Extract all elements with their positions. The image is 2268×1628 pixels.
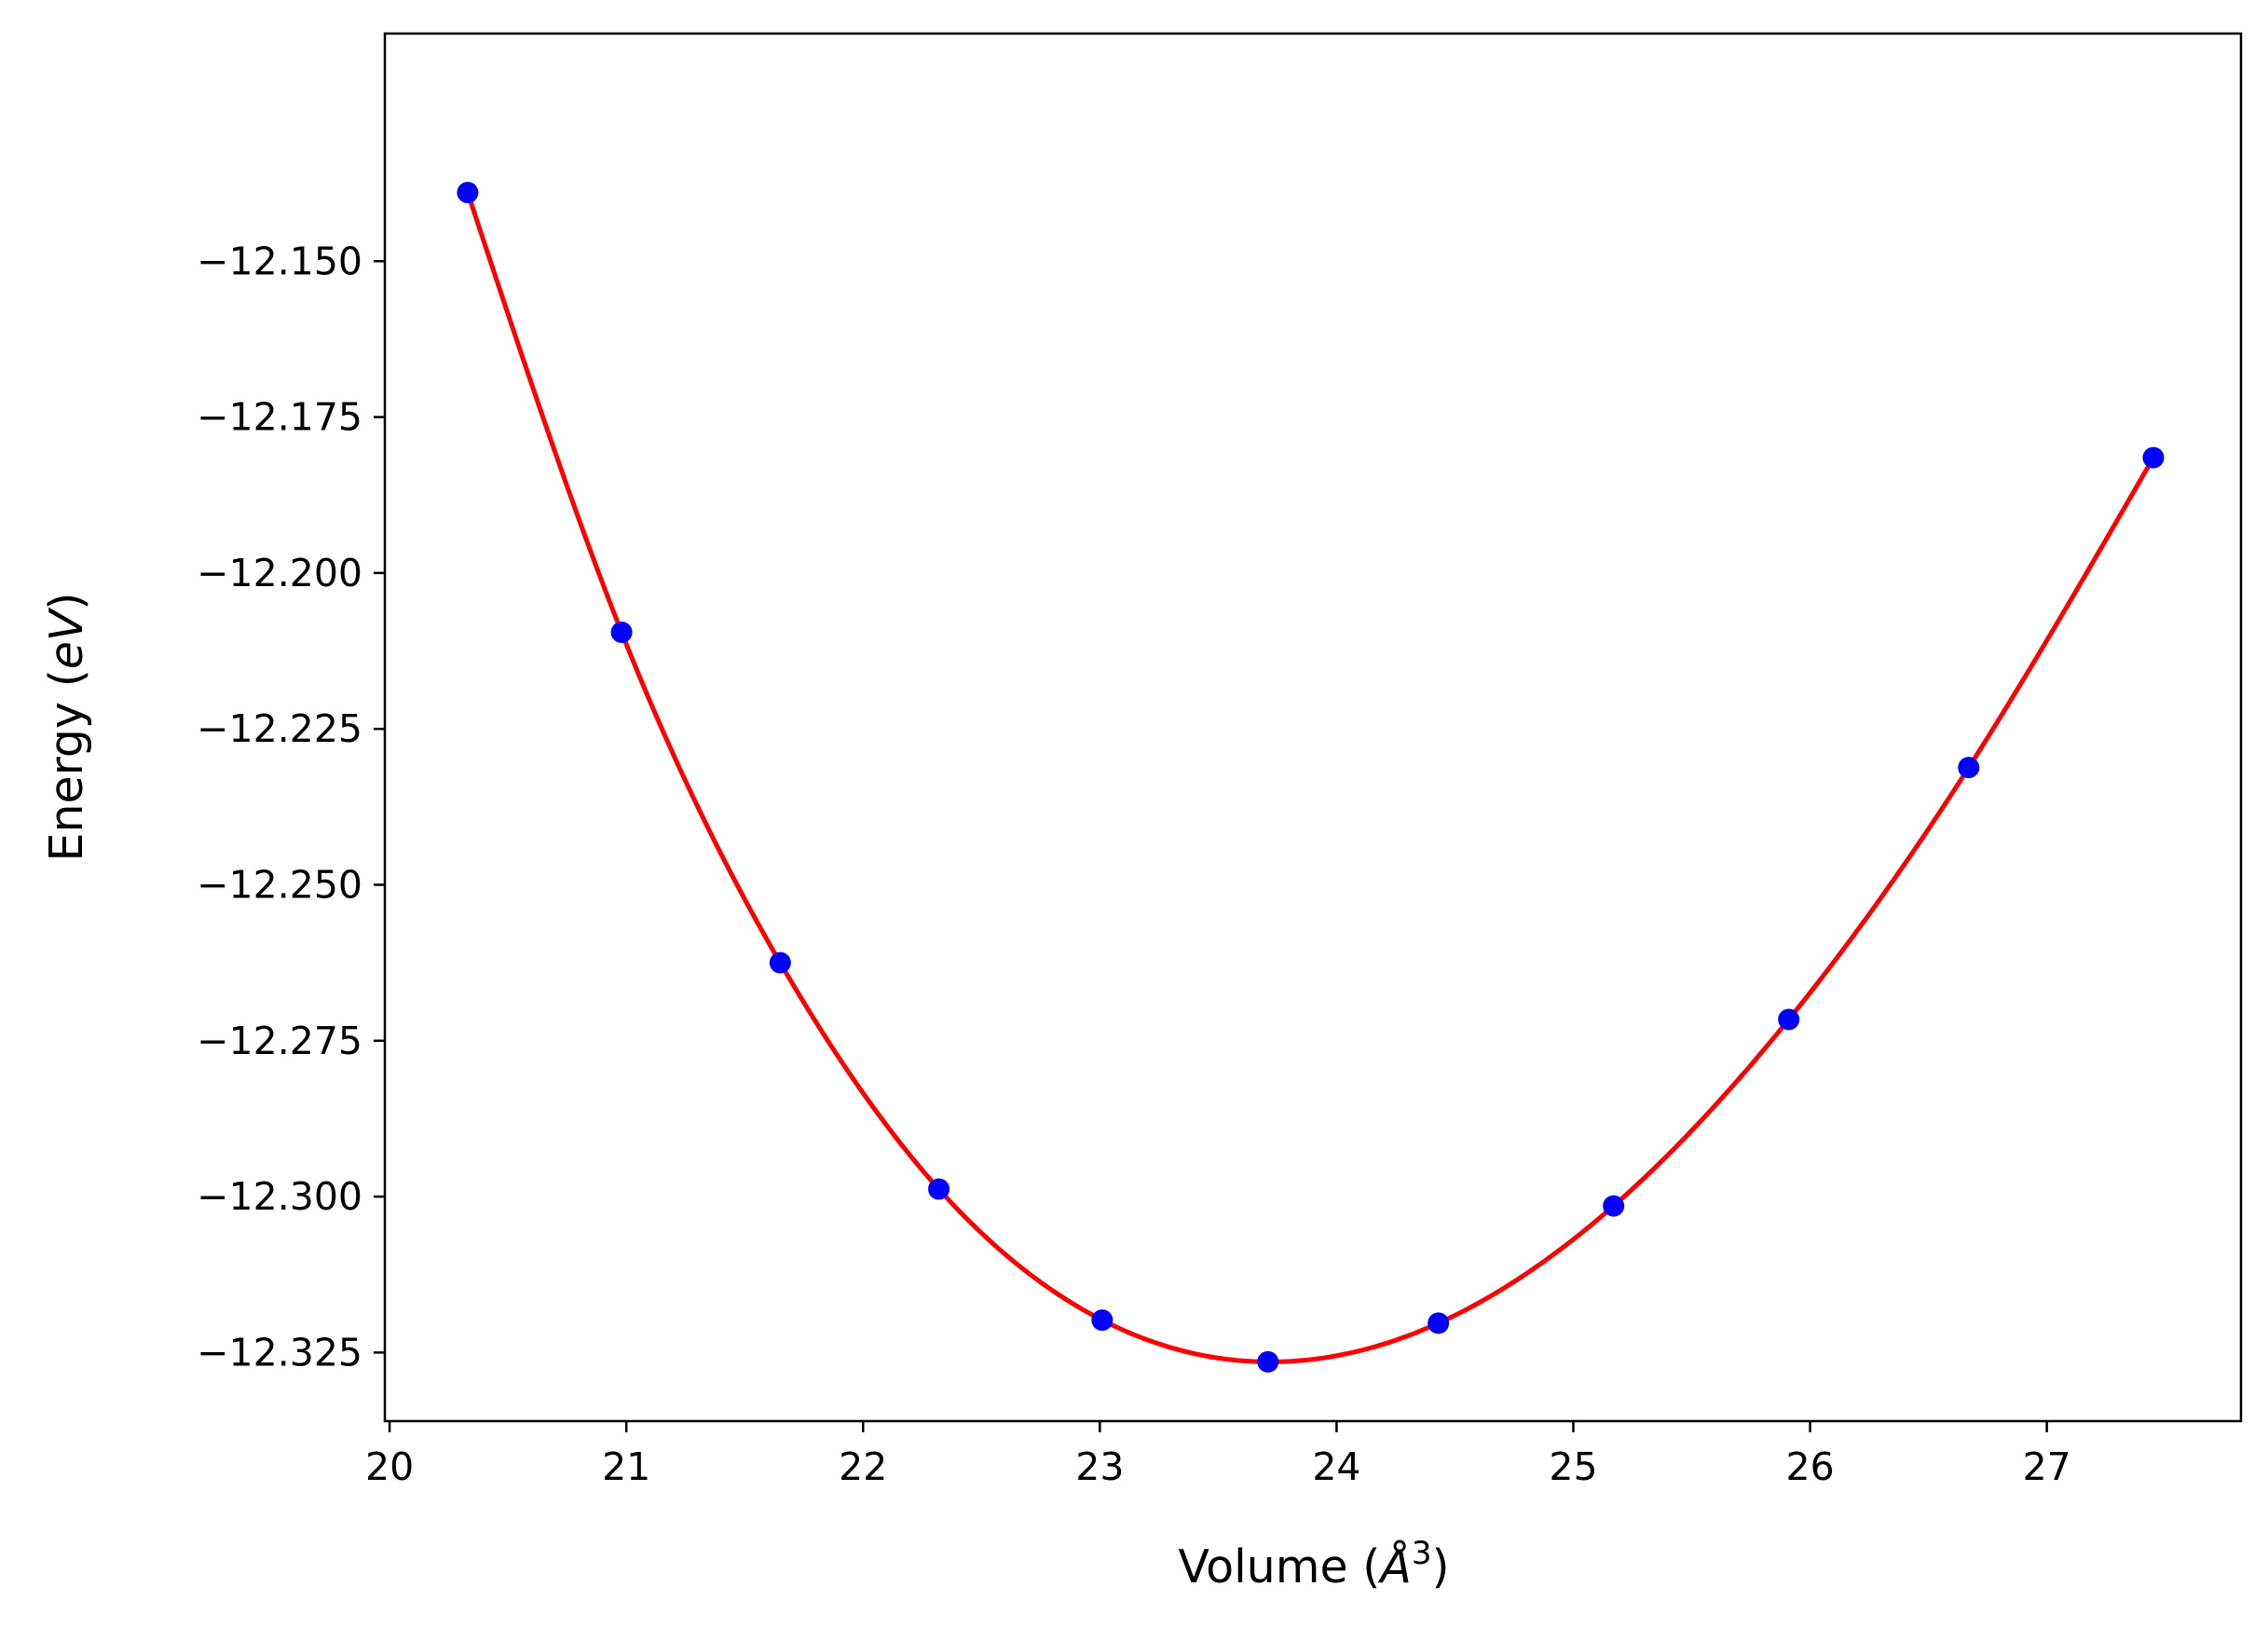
x-tick-label: 21 [602, 1444, 650, 1489]
axes-frame [383, 32, 2243, 1423]
fit-curve [465, 191, 2156, 1364]
x-tick-label: 20 [365, 1444, 414, 1489]
data-point [457, 182, 479, 204]
x-axis-label: Volume (Å3) [1178, 1535, 1449, 1594]
y-tick-label: −12.225 [197, 706, 362, 751]
y-axis-label: Energy (eV) [40, 592, 93, 861]
plot-area [457, 182, 2165, 1373]
y-tick-label: −12.325 [197, 1330, 362, 1375]
data-point [1958, 757, 1980, 779]
x-tick-label: 22 [839, 1444, 887, 1489]
data-point [928, 1178, 950, 1200]
data-point [2142, 446, 2165, 469]
y-tick-label: −12.300 [197, 1174, 362, 1219]
data-point [1257, 1350, 1279, 1373]
data-point [1603, 1195, 1625, 1217]
data-point [1091, 1309, 1114, 1332]
y-tick-label: −12.250 [197, 862, 362, 907]
x-tick-label: 26 [1785, 1444, 1834, 1489]
x-tick-label: 25 [1549, 1444, 1597, 1489]
x-tick-label: 23 [1075, 1444, 1124, 1489]
axes: 20 21 22 23 24 25 26 27 −12.150 −12.175 −12.200 −12… [197, 32, 2243, 1489]
y-tick-label: −12.175 [197, 395, 362, 440]
y-tick-label: −12.150 [197, 239, 362, 283]
x-tick-label: 24 [1312, 1444, 1360, 1489]
data-point [1778, 1008, 1800, 1031]
data-point [769, 951, 791, 974]
y-tick-label: −12.200 [197, 551, 362, 595]
x-tick-label: 27 [2023, 1444, 2071, 1489]
data-point [610, 621, 633, 643]
y-tick-label: −12.275 [197, 1019, 362, 1063]
data-point [1428, 1312, 1450, 1334]
